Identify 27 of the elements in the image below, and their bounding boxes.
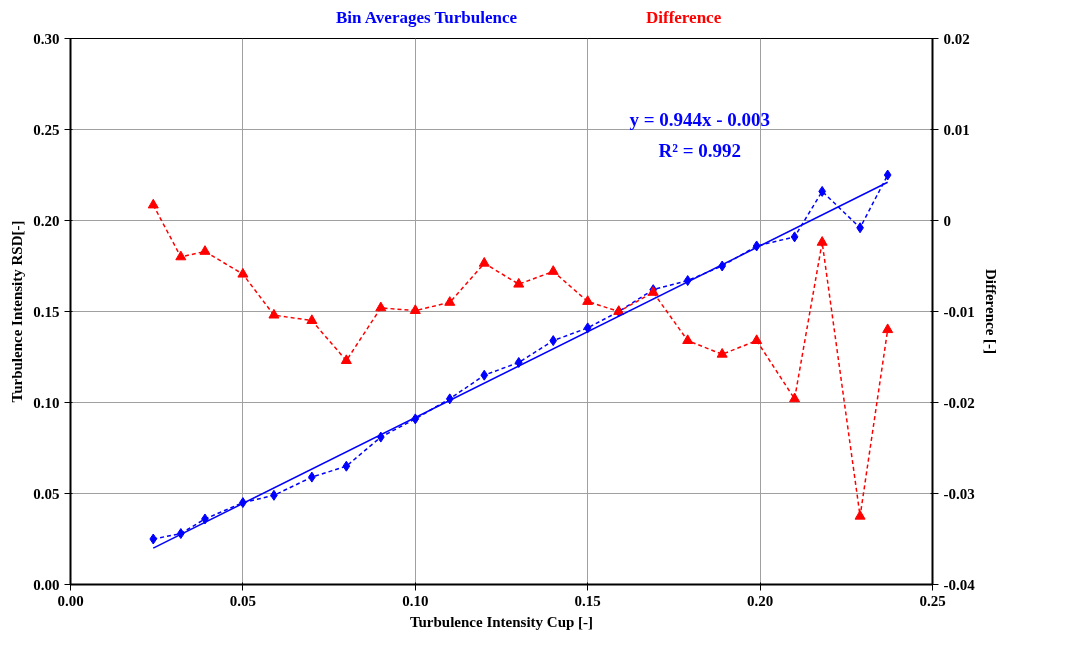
- y-tick-label: 0.25: [33, 121, 60, 138]
- annotation: y = 0.944x - 0.003: [629, 108, 771, 130]
- annotation: R² = 0.992: [658, 139, 742, 161]
- text: Difference: [646, 8, 722, 28]
- y-tick-label: 0.20: [33, 212, 60, 229]
- y2-tick-label: -0.02: [943, 394, 975, 411]
- y-tick-label: 0.10: [33, 394, 60, 411]
- y-tick-label: 0.30: [33, 30, 60, 47]
- x-tick-label: 0.15: [574, 592, 601, 609]
- y2-tick-label: 0.01: [943, 121, 970, 138]
- x-tick-label: 0.20: [746, 592, 774, 609]
- x-tick-label: 0.00: [57, 592, 84, 609]
- x-tick-label: 0.05: [229, 592, 257, 609]
- y-tick-label: 0.00: [33, 576, 60, 593]
- y2-axis-title: Difference [-]: [982, 268, 999, 355]
- x-axis-title: Turbulence Intensity Cup [-]: [409, 613, 594, 630]
- y-tick-label: 0.15: [33, 303, 60, 320]
- y-axis-title: Turbulence Intensity RSD[-]: [9, 220, 26, 403]
- x-tick-label: 0.10: [402, 592, 429, 609]
- text: Bin Averages Turbulence: [336, 8, 518, 28]
- y2-tick-label: 0: [943, 212, 951, 229]
- y2-tick-label: -0.03: [943, 485, 975, 502]
- y2-tick-label: -0.04: [943, 576, 976, 593]
- x-tick-label: 0.25: [919, 592, 946, 609]
- y2-tick-label: -0.01: [943, 303, 975, 320]
- y2-tick-label: 0.02: [943, 30, 970, 47]
- y-tick-label: 0.05: [33, 485, 60, 502]
